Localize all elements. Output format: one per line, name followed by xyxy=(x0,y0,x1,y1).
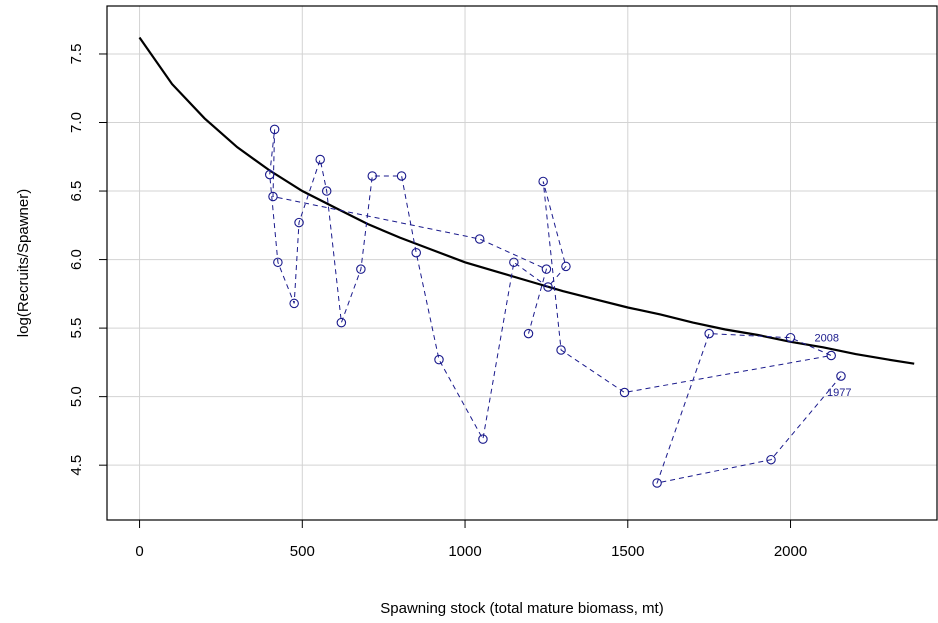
annotation-label: 2008 xyxy=(815,333,839,345)
x-tick-label: 1500 xyxy=(611,543,644,560)
data-point xyxy=(474,234,485,244)
x-tick-label: 1000 xyxy=(448,543,481,560)
y-tick-label: 7.0 xyxy=(68,112,85,133)
data-point xyxy=(704,328,714,339)
y-tick-label: 6.5 xyxy=(68,181,85,202)
data-point xyxy=(619,387,630,398)
observed-series-line xyxy=(269,129,842,484)
data-point xyxy=(294,217,304,228)
observed-series-layer xyxy=(264,124,846,488)
x-axis: 0 500 1000 1500 2000 xyxy=(135,520,807,560)
data-point xyxy=(264,169,275,180)
data-point xyxy=(356,264,366,274)
data-point xyxy=(321,186,332,196)
y-tick-label: 5.0 xyxy=(68,386,85,407)
data-point xyxy=(766,454,776,465)
x-tick-label: 2000 xyxy=(774,543,807,560)
x-tick-label: 0 xyxy=(135,543,143,560)
data-point xyxy=(541,264,552,274)
data-point xyxy=(478,434,488,444)
data-point xyxy=(268,191,278,202)
fit-curve-layer xyxy=(138,36,915,365)
data-point xyxy=(509,257,519,268)
x-axis-title: Spawning stock (total mature biomass, mt… xyxy=(380,600,663,617)
data-point xyxy=(289,298,299,309)
data-point xyxy=(826,350,836,361)
data-point xyxy=(411,247,421,258)
data-point xyxy=(396,171,407,181)
x-tick-label: 500 xyxy=(290,543,315,560)
grid-layer xyxy=(107,6,937,520)
data-point xyxy=(523,328,534,339)
annotation-layer: 2008 1977 xyxy=(815,333,852,399)
data-point xyxy=(538,176,548,187)
y-tick-label: 5.5 xyxy=(68,318,85,339)
data-point xyxy=(652,478,662,488)
y-tick-label: 7.5 xyxy=(68,44,85,65)
fitted-curve xyxy=(138,36,915,365)
y-tick-label: 4.5 xyxy=(68,455,85,476)
y-axis-title: log(Recruits/Spawner) xyxy=(15,189,32,337)
data-point xyxy=(434,354,444,365)
data-point xyxy=(273,257,283,268)
data-point xyxy=(315,154,325,165)
plot-frame xyxy=(106,5,938,521)
data-point xyxy=(269,124,280,135)
data-point xyxy=(836,371,846,381)
data-point xyxy=(367,171,378,181)
y-axis: 4.5 5.0 5.5 6.0 6.5 7.0 7.5 xyxy=(68,44,107,476)
data-point xyxy=(556,345,566,355)
data-point xyxy=(336,317,347,328)
data-point xyxy=(561,261,571,272)
data-point xyxy=(785,332,796,343)
data-point xyxy=(543,282,553,292)
y-tick-label: 6.0 xyxy=(68,249,85,270)
annotation-label: 1977 xyxy=(827,387,851,399)
